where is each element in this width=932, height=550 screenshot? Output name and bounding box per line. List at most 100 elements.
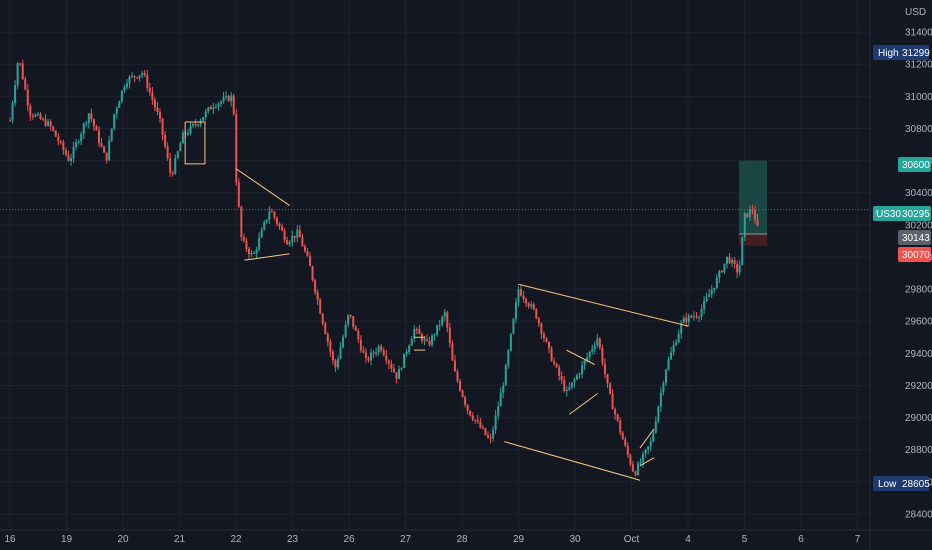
candle-body (692, 316, 695, 318)
candle-body (583, 360, 586, 366)
candle-body (186, 133, 189, 135)
candle-body (700, 309, 703, 317)
y-tick-label: 31000 (905, 92, 932, 103)
candle-body (14, 84, 17, 104)
candle-body (166, 146, 169, 158)
candle-body (16, 63, 19, 85)
candle-body (720, 271, 723, 273)
candle-body (181, 132, 184, 144)
low-tag (873, 476, 929, 491)
candle-body (319, 299, 322, 314)
candle-body (49, 121, 52, 127)
candle-body (138, 75, 141, 78)
high-tag (873, 45, 929, 60)
candle-body (474, 419, 477, 421)
candle-body (555, 363, 558, 368)
candle-body (431, 335, 434, 345)
candle-body (306, 251, 309, 257)
candle-body (334, 360, 337, 368)
y-tick-label: 30400 (905, 188, 932, 199)
candle-body (95, 126, 98, 131)
x-tick-label: 29 (513, 534, 525, 545)
candle-body (316, 292, 319, 300)
x-tick-label: 6 (798, 534, 804, 545)
candle-body (657, 406, 660, 422)
candle-body (606, 374, 609, 384)
candle-body (403, 353, 406, 369)
low-tag-label: Low (878, 479, 897, 490)
candle-body (698, 316, 701, 318)
candle-body (131, 75, 134, 77)
candle-body (31, 115, 34, 117)
x-tick-label: 27 (400, 534, 412, 545)
candle-body (517, 289, 520, 303)
candle-body (631, 464, 634, 472)
candle-body (680, 322, 683, 334)
candle-body (54, 130, 57, 137)
candle-body (258, 237, 261, 250)
candle-body (385, 355, 388, 361)
candle-body (171, 172, 174, 174)
candle-body (174, 158, 177, 174)
candle-body (367, 357, 370, 361)
candle-body (57, 136, 60, 142)
candle-body (151, 92, 154, 100)
candle-body (26, 89, 29, 106)
candle-body (664, 369, 667, 384)
target-tag-value: 30600 (902, 160, 930, 171)
candle-body (609, 383, 612, 394)
candle-body (441, 316, 444, 325)
candle-body (268, 211, 271, 220)
candle-body (125, 83, 128, 88)
candle-body (123, 87, 126, 91)
candle-body (570, 382, 573, 388)
y-tick-label: 29600 (905, 317, 932, 328)
pattern-drawings[interactable] (184, 121, 689, 481)
pattern-line (569, 393, 598, 415)
candle-body (362, 350, 365, 353)
candle-body (9, 120, 11, 122)
candle-body (82, 123, 85, 134)
x-tick-label: 28 (456, 534, 468, 545)
candle-body (141, 72, 144, 76)
candle-body (484, 428, 487, 435)
candle-body (281, 226, 284, 231)
high-tag-label: High (878, 48, 899, 59)
position-zones (738, 160, 768, 246)
candle-body (288, 241, 291, 245)
candle-body (476, 420, 479, 422)
candle-body (405, 352, 408, 354)
x-tick-label: 19 (61, 534, 73, 545)
candle-body (486, 434, 489, 438)
candle-body (504, 365, 507, 386)
price-tags: High 31299 30600 US30 30295 30143 30070 … (873, 45, 931, 491)
candle-body (670, 352, 673, 360)
candle-body (44, 119, 47, 126)
candle-body (413, 329, 416, 339)
candle-body (540, 323, 543, 334)
candle-body (70, 158, 73, 161)
candle-body (67, 154, 70, 161)
candle-body (593, 345, 596, 349)
candle-body (52, 126, 55, 131)
candle-body (197, 124, 200, 126)
candle-body (255, 249, 258, 253)
candle-body (659, 392, 662, 407)
time-axis[interactable]: 16 19 20 21 22 23 26 27 28 29 30 Oct 4 5 6 7 (4, 534, 860, 545)
candle-body (723, 263, 726, 273)
candle-body (451, 343, 454, 361)
candle-body (357, 330, 360, 340)
candle-body (75, 142, 78, 147)
candle-body (47, 121, 50, 126)
candle-body (164, 134, 167, 147)
candle-body (36, 114, 39, 116)
candle-body (339, 347, 342, 359)
candle-body (705, 297, 708, 301)
y-tick-label: 28400 (905, 509, 932, 520)
candle-body (275, 217, 278, 224)
candle-body (19, 63, 22, 65)
candle-body (253, 252, 256, 254)
candle-body (578, 373, 581, 376)
price-axis[interactable]: USD 284002860028800290002920029400296002… (905, 7, 932, 520)
